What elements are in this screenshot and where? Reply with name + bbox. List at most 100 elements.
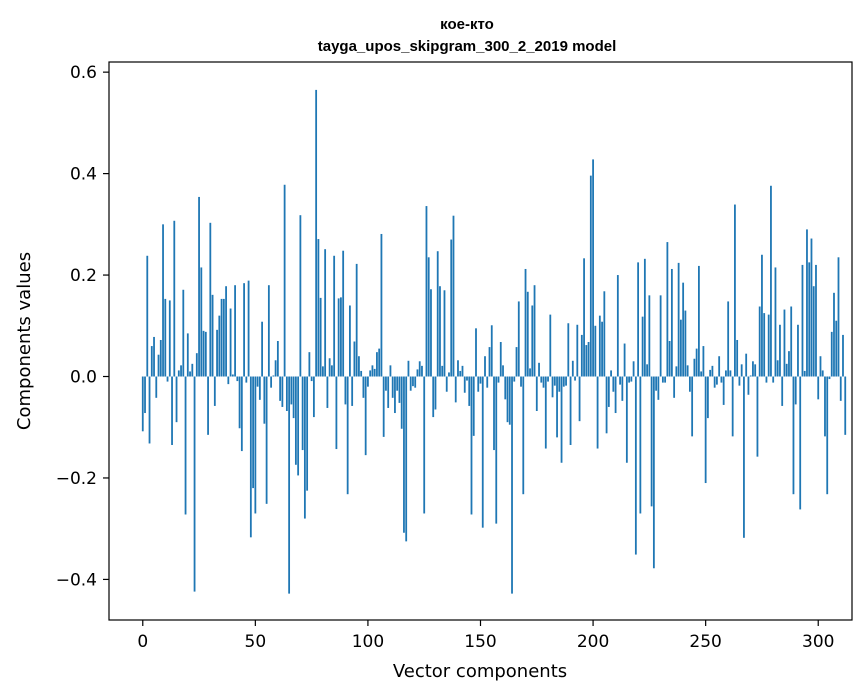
bar [711, 365, 714, 377]
bar [292, 376, 295, 419]
bar [632, 361, 635, 377]
bar [430, 289, 432, 377]
bar [159, 339, 162, 377]
bar [704, 376, 707, 484]
bar [641, 316, 644, 377]
bar [301, 376, 304, 451]
bar [155, 376, 158, 398]
bar [637, 262, 640, 377]
x-tick-label: 300 [802, 632, 834, 652]
x-tick-label: 250 [689, 632, 721, 652]
bar [502, 365, 504, 377]
y-axis-label: Components values [14, 252, 35, 430]
bar [321, 366, 324, 377]
bar [792, 376, 795, 495]
bar [335, 376, 338, 450]
bar [761, 254, 763, 377]
bar [186, 333, 189, 377]
x-tick-label: 0 [137, 632, 148, 652]
bar [718, 356, 721, 377]
bar [353, 341, 356, 377]
bar [659, 295, 662, 377]
bar [200, 267, 203, 377]
bar [844, 376, 847, 435]
bar [168, 300, 171, 377]
x-tick-label: 150 [464, 632, 496, 652]
bar [628, 376, 630, 383]
bar [423, 376, 426, 514]
bar [495, 376, 498, 524]
bar [709, 369, 712, 377]
bar [213, 376, 216, 406]
bar [256, 376, 259, 387]
bar [589, 175, 592, 377]
bar [285, 376, 288, 411]
bar [279, 376, 282, 401]
bar [299, 215, 302, 377]
bar [736, 339, 739, 377]
bar [824, 376, 826, 437]
bar [779, 324, 781, 377]
bar [623, 343, 626, 377]
bar [288, 376, 291, 594]
bar [475, 328, 477, 377]
bar [720, 376, 723, 383]
bar [412, 376, 414, 387]
bar [601, 321, 603, 377]
bar [400, 376, 403, 429]
x-tick-label: 50 [245, 632, 267, 652]
bar [594, 325, 597, 377]
bar [470, 376, 473, 515]
bar [517, 301, 520, 377]
bar [189, 371, 191, 377]
x-axis: 0 50 100 150 200 250 300 [137, 620, 834, 652]
bar [695, 348, 698, 377]
bar [797, 324, 799, 377]
bar [261, 321, 263, 377]
bar [283, 184, 286, 377]
chart-title: кое-кто [440, 16, 494, 33]
bar [580, 334, 583, 377]
bar [376, 352, 378, 377]
bar [294, 376, 297, 465]
bar [821, 370, 824, 377]
bar [418, 361, 421, 377]
bar [758, 306, 761, 377]
bar [544, 376, 547, 449]
bar [216, 329, 218, 377]
bar [231, 374, 234, 377]
bar [225, 286, 227, 377]
bar [783, 309, 786, 377]
bar [434, 376, 437, 410]
bar [749, 375, 752, 377]
bar [727, 301, 730, 377]
bar [616, 275, 619, 377]
bar [441, 365, 444, 377]
bar [472, 376, 475, 436]
bar [340, 297, 342, 377]
bar [526, 291, 529, 377]
bar [716, 376, 718, 385]
bar [303, 376, 306, 519]
bar [198, 196, 200, 377]
bar [254, 376, 257, 514]
bar [830, 331, 833, 377]
bar [700, 371, 703, 377]
bar [153, 336, 155, 377]
bar [788, 351, 790, 377]
bar [355, 263, 358, 377]
bar [529, 368, 531, 377]
bar [634, 376, 637, 555]
bar [166, 376, 169, 382]
bar [263, 376, 266, 424]
bar [664, 376, 667, 383]
bar [346, 376, 349, 495]
bar [385, 376, 387, 391]
bar [324, 249, 327, 377]
y-tick-label: 0.6 [70, 63, 97, 83]
x-tick-label: 100 [352, 632, 384, 652]
bar [148, 376, 151, 444]
bar [745, 353, 748, 377]
bar [391, 376, 394, 398]
bar [688, 376, 691, 392]
